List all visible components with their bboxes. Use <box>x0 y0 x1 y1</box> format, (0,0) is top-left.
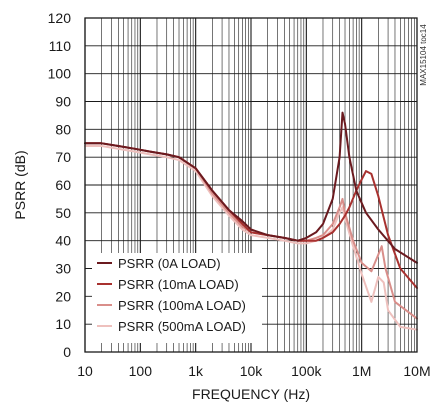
y-tick-label: 10 <box>55 316 71 332</box>
y-tick-label: 60 <box>55 177 71 193</box>
legend-label: PSRR (0A LOAD) <box>118 256 221 271</box>
y-tick-label: 50 <box>55 205 71 221</box>
legend: PSRR (0A LOAD) PSRR (10mA LOAD) PSRR (100m… <box>92 253 262 343</box>
x-tick-label: 10M <box>403 363 430 379</box>
x-tick-label: 10k <box>240 363 264 379</box>
y-tick-label: 100 <box>48 66 72 82</box>
y-tick-label: 80 <box>55 121 71 137</box>
y-tick-label: 110 <box>49 38 72 54</box>
figure-id-label: MAX15104 toc14 <box>419 24 428 86</box>
legend-box <box>92 253 262 343</box>
series-line-0 <box>84 111 418 264</box>
y-tick-label: 120 <box>48 10 72 26</box>
x-axis-title: FREQUENCY (Hz) <box>192 386 310 402</box>
y-tick-label: 30 <box>55 261 71 277</box>
y-axis-title: PSRR (dB) <box>12 150 28 219</box>
y-tick-label: 20 <box>55 288 71 304</box>
y-tick-label: 70 <box>55 149 71 165</box>
x-tick-label: 100k <box>291 363 322 379</box>
plot-frame <box>84 17 418 353</box>
x-tick-label: 10 <box>77 363 93 379</box>
legend-label: PSRR (500mA LOAD) <box>118 319 246 334</box>
y-tick-label: 40 <box>55 233 71 249</box>
series-line-3 <box>84 145 418 331</box>
x-tick-label: 1M <box>352 363 371 379</box>
legend-label: PSRR (10mA LOAD) <box>118 277 239 292</box>
legend-label: PSRR (100mA LOAD) <box>118 298 246 313</box>
tick-labels: 0 10 20 30 40 50 60 70 80 90 100 110 120 10 100 1k 10k 10… <box>48 10 431 379</box>
y-tick-label: 90 <box>55 94 71 110</box>
y-tick-label: 0 <box>63 344 71 360</box>
x-tick-label: 100 <box>129 363 153 379</box>
x-tick-label: 1k <box>188 363 204 379</box>
series-lines <box>84 111 418 331</box>
